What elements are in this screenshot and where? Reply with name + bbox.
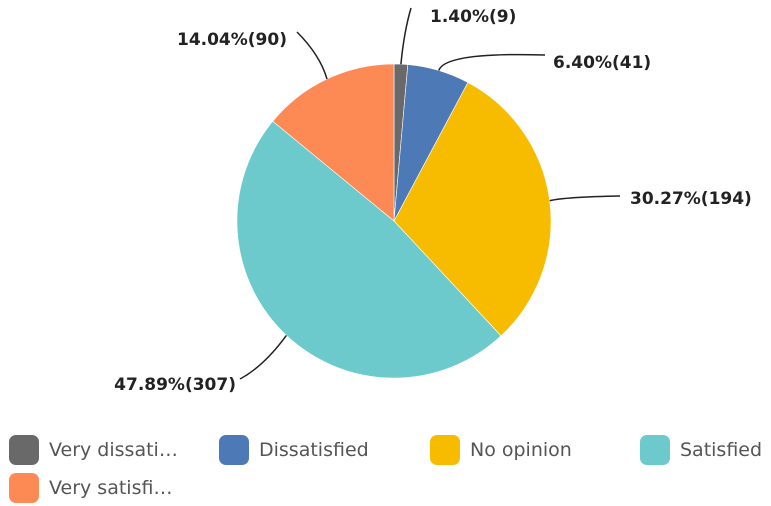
leader-line-no-opinion — [549, 195, 621, 202]
legend-swatch-very-satisfied — [9, 473, 39, 503]
legend-item-very-satisfied[interactable]: Very satisfi… — [9, 473, 172, 503]
data-label-very-satisfied: 14.04%(90) — [177, 30, 287, 50]
legend-swatch-no-opinion — [430, 435, 460, 465]
legend-item-dissatisfied[interactable]: Dissatisfied — [219, 435, 369, 465]
leader-line-dissatisfied — [438, 53, 546, 71]
legend-label: Dissatisfied — [259, 439, 369, 461]
legend-label: Very dissati… — [49, 439, 178, 461]
data-labels-layer: 1.40%(9) 6.40%(41) 30.27%(194) 47.89%(30… — [114, 7, 752, 395]
legend-swatch-very-dissatisfied — [9, 435, 39, 465]
pie-slice-no-opinion[interactable] — [393, 82, 552, 337]
legend-swatch-dissatisfied — [219, 435, 249, 465]
legend-item-satisfied[interactable]: Satisfied — [640, 435, 762, 465]
legend-label: Satisfied — [680, 439, 763, 461]
data-label-very-dissatisfied: 1.40%(9) — [430, 7, 516, 27]
legend-label: Very satisfi… — [49, 477, 173, 499]
legend-item-very-dissatisfied[interactable]: Very dissati… — [9, 435, 178, 465]
leader-line-very-dissatisfied — [400, 7, 412, 65]
leader-line-satisfied — [239, 334, 288, 380]
data-label-no-opinion: 30.27%(194) — [630, 189, 752, 209]
slices-layer — [236, 63, 552, 379]
legend-item-no-opinion[interactable]: No opinion — [430, 435, 572, 465]
legend-swatch-satisfied — [640, 435, 670, 465]
legend-label: No opinion — [470, 439, 572, 461]
leader-lines-layer — [239, 7, 621, 380]
leader-line-very-satisfied — [296, 31, 328, 80]
pie-slice-satisfied[interactable] — [236, 120, 502, 379]
pie-slice-very-satisfied[interactable] — [272, 63, 395, 222]
data-label-dissatisfied: 6.40%(41) — [553, 53, 651, 73]
data-label-satisfied: 47.89%(307) — [114, 375, 236, 395]
